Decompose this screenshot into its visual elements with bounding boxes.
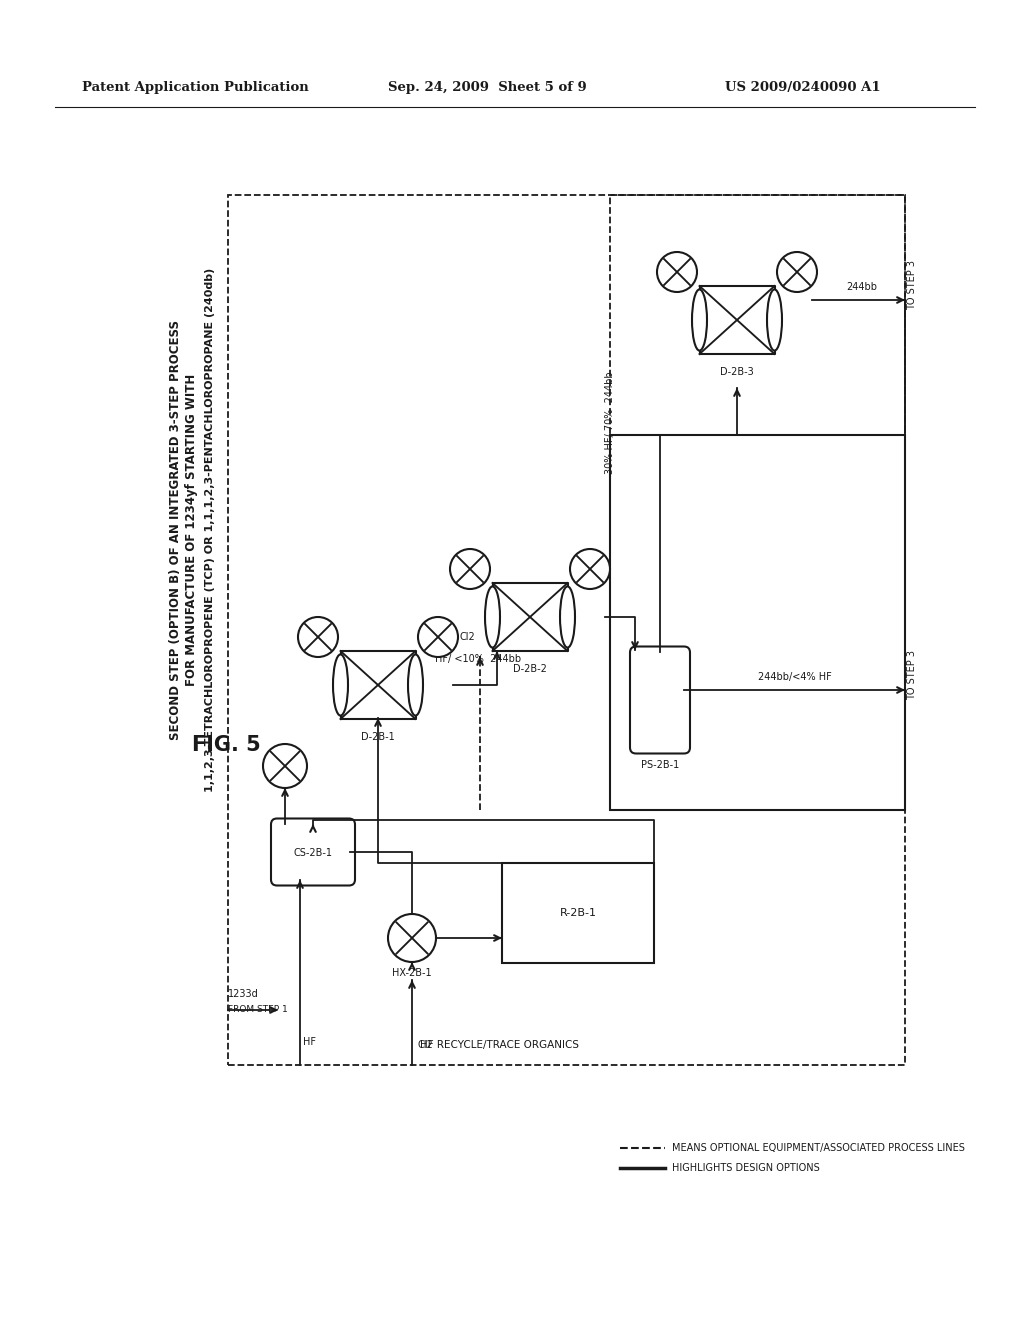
Text: FOR MANUFACTURE OF 1234yf STARTING WITH: FOR MANUFACTURE OF 1234yf STARTING WITH (185, 374, 199, 686)
Bar (228, 195, 905, 1065)
Ellipse shape (767, 289, 782, 351)
Text: SECOND STEP (OPTION B) OF AN INTEGRATED 3-STEP PROCESS: SECOND STEP (OPTION B) OF AN INTEGRATED … (169, 319, 181, 741)
Text: TO STEP 3: TO STEP 3 (907, 260, 918, 310)
Bar (493, 583, 567, 651)
Text: HF: HF (303, 1038, 316, 1047)
Ellipse shape (408, 655, 423, 715)
Text: Sep. 24, 2009  Sheet 5 of 9: Sep. 24, 2009 Sheet 5 of 9 (388, 82, 587, 95)
Circle shape (657, 252, 697, 292)
Bar (341, 651, 416, 719)
Bar (699, 286, 774, 354)
Ellipse shape (560, 586, 575, 648)
Text: 30% HF/ 70%  244bb: 30% HF/ 70% 244bb (605, 371, 615, 474)
Text: D-2B-3: D-2B-3 (720, 367, 754, 378)
Text: HIGHLIGHTS DESIGN OPTIONS: HIGHLIGHTS DESIGN OPTIONS (672, 1163, 820, 1173)
Text: Cl2: Cl2 (460, 632, 476, 642)
Text: FIG. 5: FIG. 5 (193, 735, 261, 755)
Text: HF RECYCLE/TRACE ORGANICS: HF RECYCLE/TRACE ORGANICS (421, 1040, 580, 1049)
Text: D-2B-2: D-2B-2 (513, 664, 547, 675)
Ellipse shape (692, 289, 707, 351)
Bar (610, 195, 905, 436)
Text: TO STEP 3: TO STEP 3 (907, 649, 918, 700)
Text: FROM STEP 1: FROM STEP 1 (228, 1005, 288, 1014)
Ellipse shape (333, 655, 348, 715)
Text: HX-2B-1: HX-2B-1 (392, 968, 432, 978)
Bar (502, 863, 654, 964)
Circle shape (388, 913, 436, 962)
Text: 244bb: 244bb (847, 282, 878, 292)
Text: CS-2B-1: CS-2B-1 (294, 847, 333, 858)
Text: MEANS OPTIONAL EQUIPMENT/ASSOCIATED PROCESS LINES: MEANS OPTIONAL EQUIPMENT/ASSOCIATED PROC… (672, 1143, 965, 1152)
Ellipse shape (485, 586, 500, 648)
Circle shape (418, 616, 458, 657)
Text: Cl2: Cl2 (418, 1040, 434, 1049)
Text: 1,1,2,3-TETRACHLOROPROPENE (TCP) OR 1,1,1,2,3-PENTACHLOROPROPANE (240db): 1,1,2,3-TETRACHLOROPROPENE (TCP) OR 1,1,… (205, 268, 215, 792)
Text: Patent Application Publication: Patent Application Publication (82, 82, 309, 95)
Circle shape (298, 616, 338, 657)
Text: US 2009/0240090 A1: US 2009/0240090 A1 (725, 82, 881, 95)
Text: PS-2B-1: PS-2B-1 (641, 760, 679, 770)
Text: 244bb/<4% HF: 244bb/<4% HF (758, 672, 831, 682)
Text: HF/ <10%  244bb: HF/ <10% 244bb (435, 653, 521, 664)
Text: 1233d: 1233d (228, 989, 259, 999)
Bar (610, 436, 905, 810)
Text: D-2B-1: D-2B-1 (361, 733, 395, 742)
Text: R-2B-1: R-2B-1 (559, 908, 597, 917)
Circle shape (570, 549, 610, 589)
Circle shape (263, 744, 307, 788)
Circle shape (450, 549, 490, 589)
Circle shape (777, 252, 817, 292)
